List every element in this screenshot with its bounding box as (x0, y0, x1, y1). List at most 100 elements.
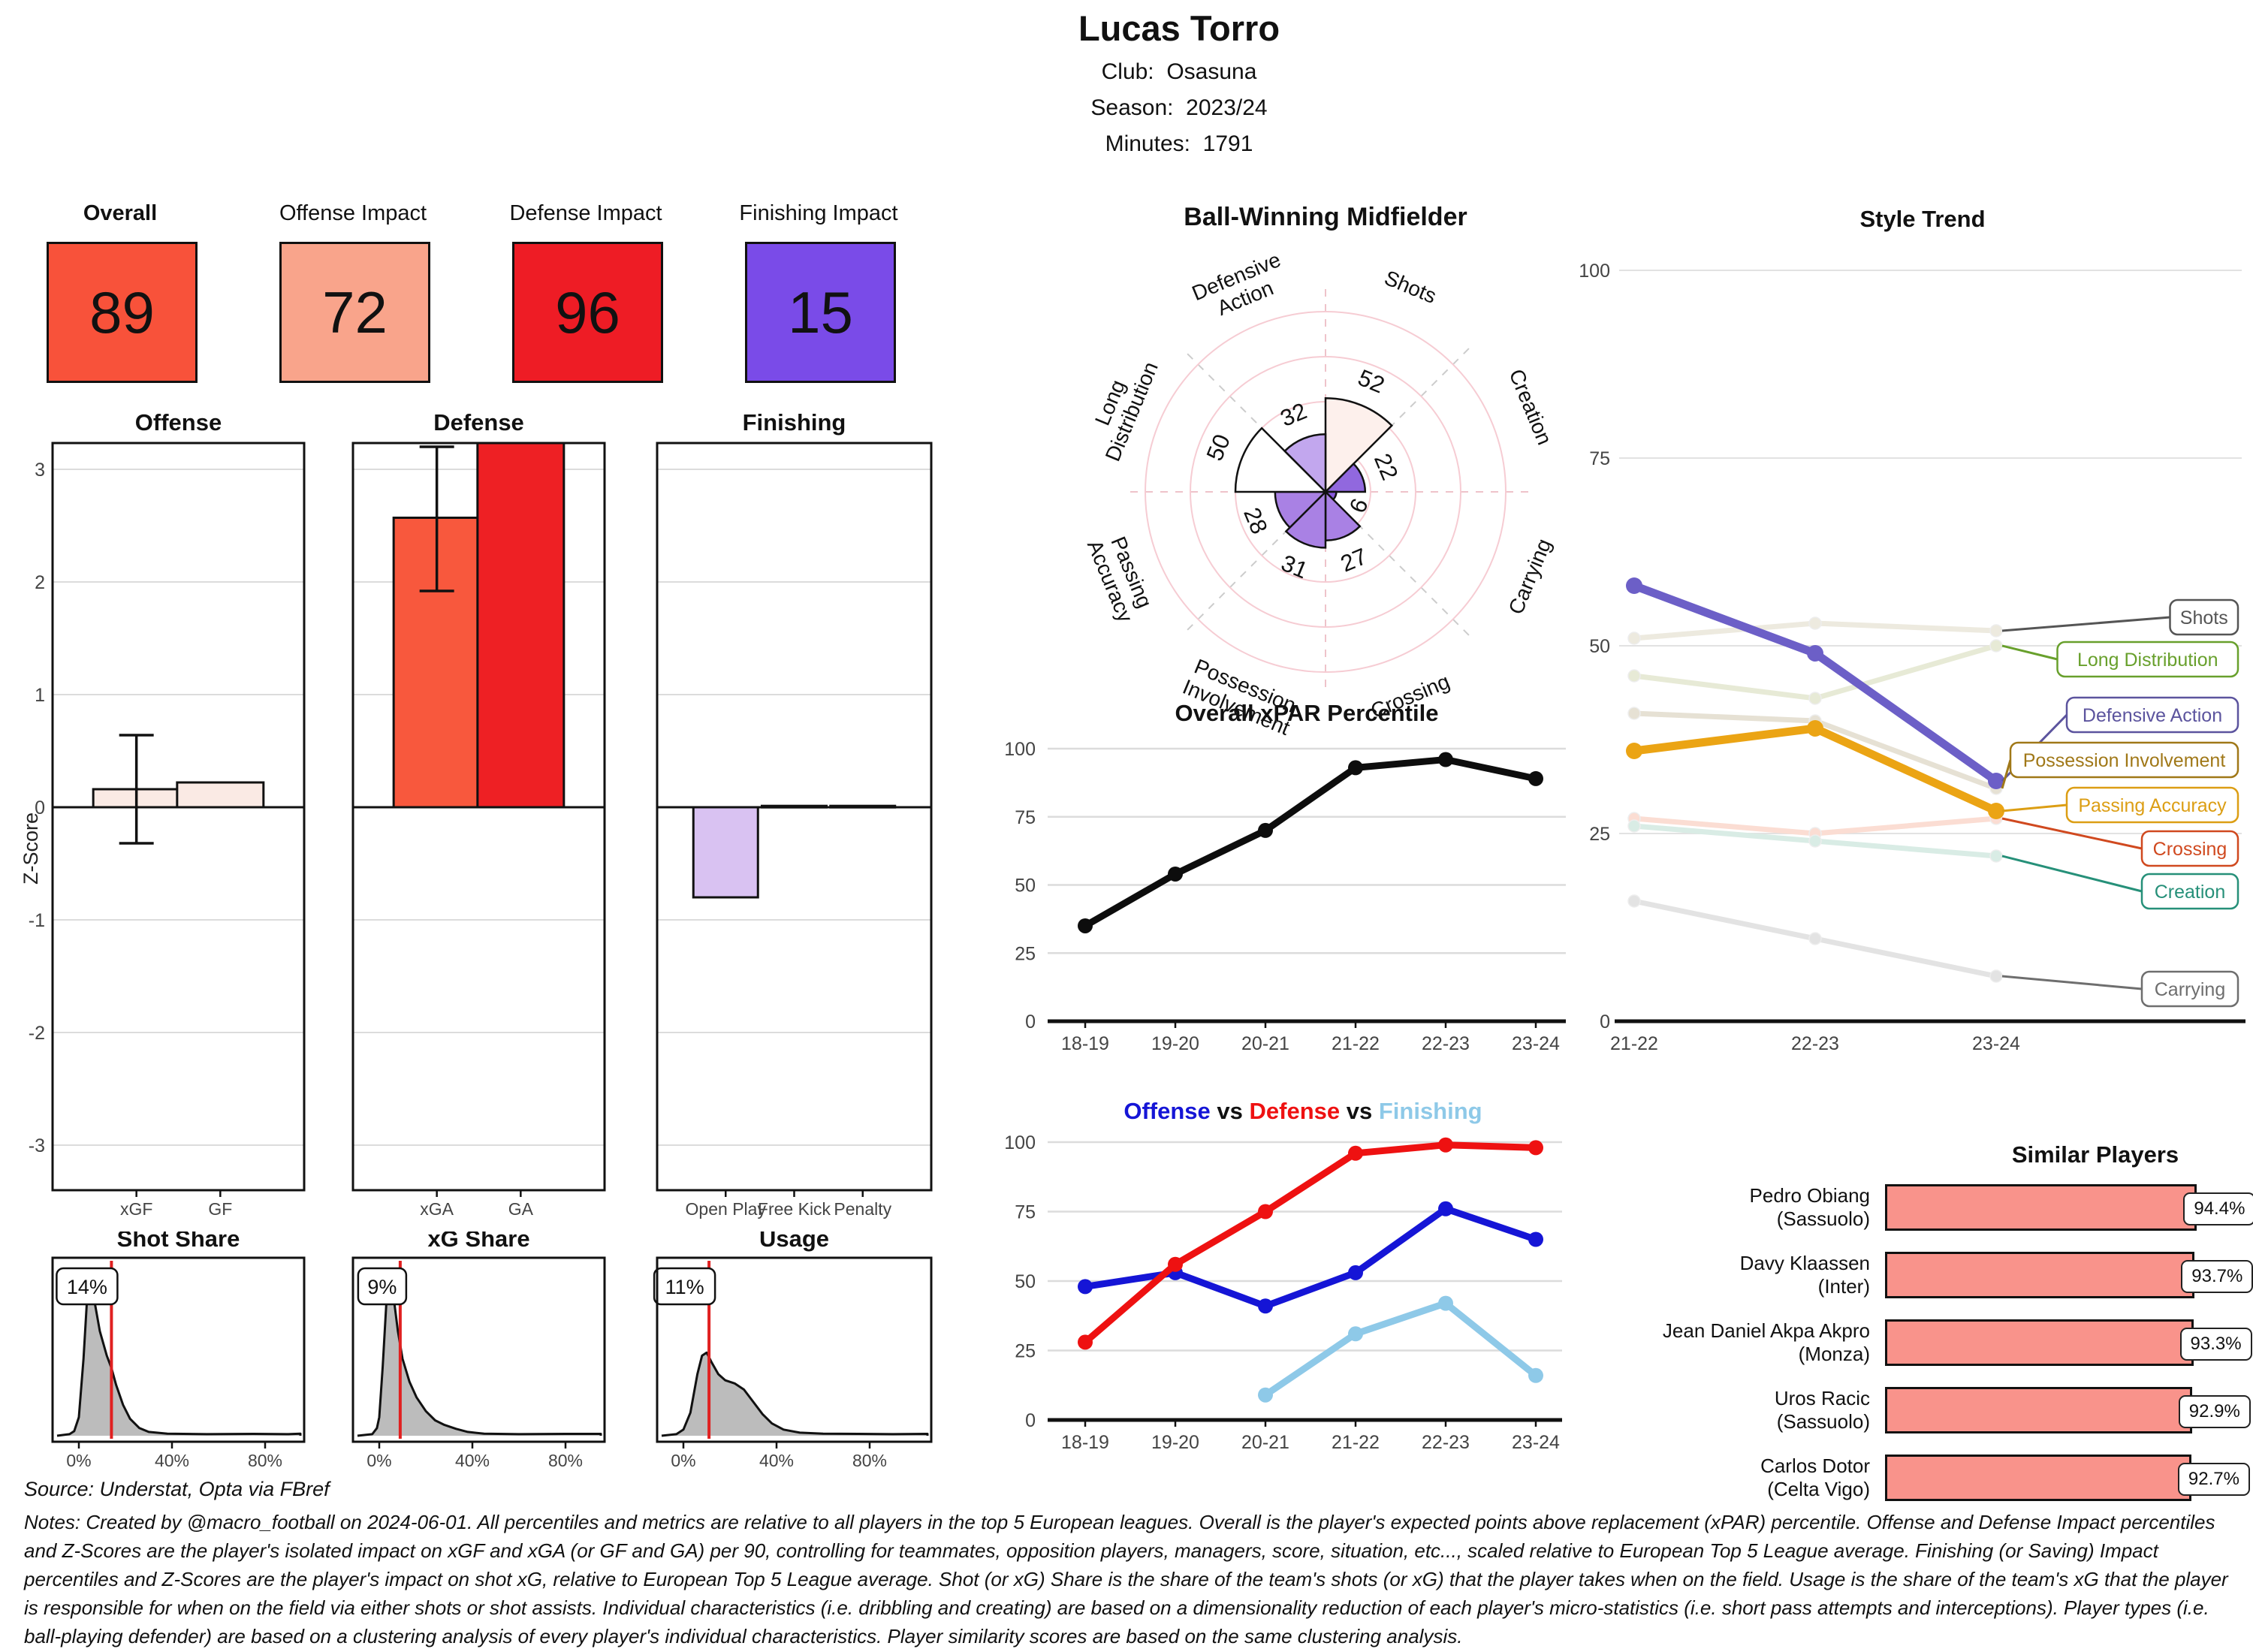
similar-players-title: Similar Players (2011, 1141, 2179, 1168)
svg-text:GA: GA (508, 1199, 534, 1219)
svg-text:21-22: 21-22 (1332, 1033, 1380, 1054)
svg-text:PassingAccuracy: PassingAccuracy (1083, 528, 1159, 626)
svg-text:-1: -1 (29, 910, 45, 931)
svg-text:Crossing: Crossing (2153, 839, 2227, 860)
overall-value-box: 89 (47, 242, 198, 383)
svg-text:22: 22 (1369, 450, 1404, 484)
svg-text:Z-Score: Z-Score (23, 812, 42, 885)
svg-text:75: 75 (1015, 807, 1036, 828)
svg-text:19-20: 19-20 (1151, 1033, 1199, 1054)
svg-text:Creation: Creation (2155, 882, 2226, 903)
svg-text:0%: 0% (366, 1451, 391, 1470)
svg-text:19-20: 19-20 (1151, 1432, 1199, 1453)
svg-text:Passing Accuracy: Passing Accuracy (2078, 795, 2227, 816)
finishing-impact-label: Finishing Impact (739, 201, 898, 225)
svg-text:9%: 9% (367, 1276, 397, 1298)
similar-player-name: Davy Klaassen (Inter) (1570, 1252, 1870, 1298)
svg-text:50: 50 (1201, 430, 1235, 464)
player-name: Davy Klaassen (1739, 1252, 1870, 1274)
svg-text:75: 75 (1589, 448, 1610, 469)
svg-text:40%: 40% (759, 1451, 794, 1470)
svg-text:50: 50 (1015, 1271, 1036, 1292)
svg-text:Style Trend: Style Trend (1859, 206, 1985, 232)
svg-text:21-22: 21-22 (1332, 1432, 1380, 1453)
svg-text:14%: 14% (67, 1276, 107, 1298)
svg-text:21-22: 21-22 (1610, 1033, 1658, 1054)
similarity-value: 92.7% (2177, 1463, 2250, 1496)
similarity-bar (1885, 1252, 2195, 1298)
player-club: (Monza) (1798, 1343, 1870, 1365)
svg-text:Penalty: Penalty (834, 1199, 891, 1219)
svg-text:0: 0 (35, 797, 45, 818)
player-club: (Celta Vigo) (1767, 1478, 1870, 1500)
header: Lucas Torro Club: Osasuna Season: 2023/2… (751, 8, 1607, 157)
similar-player-name: Jean Daniel Akpa Akpro (Monza) (1570, 1319, 1870, 1366)
similarity-value: 94.4% (2183, 1192, 2253, 1225)
notes-text: Notes: Created by @macro_football on 202… (24, 1511, 2228, 1647)
player-club: (Sassuolo) (1776, 1207, 1870, 1230)
svg-text:xGF: xGF (120, 1199, 152, 1219)
svg-text:Offense: Offense (135, 409, 222, 436)
player-name: Carlos Dotor (1760, 1455, 1870, 1477)
svg-text:32: 32 (1277, 397, 1310, 432)
similarity-bar (1885, 1184, 2197, 1231)
svg-text:20-21: 20-21 (1241, 1432, 1289, 1453)
svg-text:Finishing: Finishing (743, 409, 846, 436)
similarity-bar (1885, 1387, 2192, 1433)
similarity-bar (1885, 1455, 2191, 1501)
similarity-value: 93.3% (2179, 1328, 2252, 1361)
source-text: Source: Understat, Opta via FBref (24, 1478, 330, 1500)
svg-text:23-24: 23-24 (1512, 1432, 1560, 1453)
finishing-impact-value-box: 15 (745, 242, 896, 383)
similar-player-name: Carlos Dotor (Celta Vigo) (1570, 1455, 1870, 1501)
xpar-percentile-line-chart: Overall xPAR Percentile 0 25 50 75 100 18-19 19… (1004, 700, 1566, 1054)
svg-text:22-23: 22-23 (1791, 1033, 1839, 1054)
svg-text:LongDistribution: LongDistribution (1079, 350, 1163, 465)
svg-text:80%: 80% (248, 1451, 282, 1470)
svg-text:100: 100 (1579, 261, 1610, 282)
style-trend-line-chart: Style Trend 0 25 50 75 100 21-22 22-23 23-24 Shot… (1579, 206, 2245, 1054)
player-name: Pedro Obiang (1749, 1184, 1870, 1207)
svg-text:Overall xPAR Percentile: Overall xPAR Percentile (1175, 700, 1439, 726)
svg-text:0%: 0% (671, 1451, 695, 1470)
svg-text:xG Share: xG Share (427, 1231, 529, 1252)
svg-text:0: 0 (1025, 1410, 1036, 1431)
svg-text:25: 25 (1015, 1341, 1036, 1362)
svg-text:1: 1 (35, 685, 45, 706)
svg-text:80%: 80% (548, 1451, 583, 1470)
svg-text:80%: 80% (852, 1451, 887, 1470)
svg-text:0: 0 (1600, 1011, 1610, 1032)
svg-text:100: 100 (1004, 739, 1036, 760)
similarity-value: 92.9% (2178, 1395, 2251, 1428)
zscore-bar-charts: Z-Score 3 2 1 0 -1 -2 -3 Offense xGF GF Defense xGA G… (23, 409, 933, 1219)
page-title: Lucas Torro (1078, 8, 1280, 48)
svg-text:28: 28 (1238, 504, 1273, 538)
svg-text:-3: -3 (29, 1135, 45, 1156)
svg-text:Free Kick: Free Kick (758, 1199, 831, 1219)
svg-text:40%: 40% (155, 1451, 189, 1470)
svg-text:100: 100 (1004, 1132, 1036, 1153)
svg-text:Ball-Winning Midfielder: Ball-Winning Midfielder (1184, 203, 1467, 231)
svg-text:Usage: Usage (759, 1231, 829, 1252)
svg-text:Shots: Shots (1381, 266, 1440, 308)
svg-text:Defense: Defense (433, 409, 524, 436)
svg-text:18-19: 18-19 (1061, 1033, 1109, 1054)
svg-text:22-23: 22-23 (1422, 1033, 1470, 1054)
svg-text:Shots: Shots (2180, 607, 2228, 629)
svg-text:DefensiveAction: DefensiveAction (1189, 248, 1293, 327)
svg-text:0: 0 (1025, 1011, 1036, 1032)
svg-text:25: 25 (1589, 824, 1610, 845)
minutes-line: Minutes: 1791 (1105, 131, 1253, 156)
svg-text:2: 2 (35, 572, 45, 593)
offense-impact-label: Offense Impact (279, 201, 427, 225)
svg-text:40%: 40% (455, 1451, 490, 1470)
svg-text:Defensive Action: Defensive Action (2083, 705, 2222, 726)
svg-text:3: 3 (35, 460, 45, 481)
similar-player-name: Uros Racic (Sassuolo) (1570, 1387, 1870, 1433)
svg-text:Offense vs Defense vs Fini: Offense vs Defense vs Finishing (1123, 1098, 1482, 1124)
svg-text:Long Distribution: Long Distribution (2077, 650, 2218, 671)
svg-text:50: 50 (1589, 636, 1610, 657)
svg-text:18-19: 18-19 (1061, 1432, 1109, 1453)
svg-text:20-21: 20-21 (1241, 1033, 1289, 1054)
player-name: Uros Racic (1774, 1387, 1870, 1409)
